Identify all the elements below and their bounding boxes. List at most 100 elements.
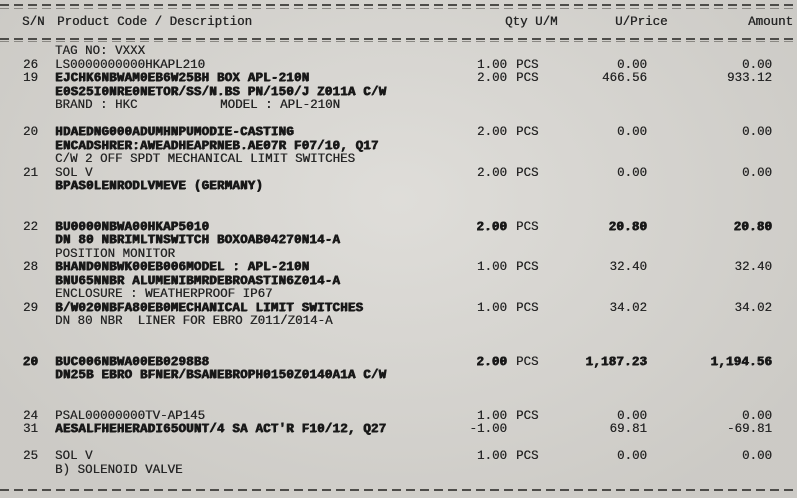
- uom-cell: [507, 234, 547, 248]
- amount-cell: 0.00: [741, 57, 772, 72]
- table-row: 21 SOL V 2.00 PCS 0.00 0.00: [0, 165, 797, 181]
- blank-line: [0, 437, 797, 451]
- uom-cell: PCS: [516, 57, 539, 72]
- qty-cell: [427, 234, 507, 248]
- uom-cell: [507, 45, 547, 59]
- qty-cell: [427, 369, 507, 383]
- header-rule: [0, 38, 797, 40]
- table-row: POSITION MONITOR: [0, 247, 797, 262]
- qty-cell: 2.00: [476, 125, 507, 139]
- sn-cell: [0, 86, 38, 100]
- uom-cell: [507, 315, 547, 329]
- uom-cell: PCS: [516, 165, 539, 180]
- description-cell: PSAL00000000TV-AP145: [55, 408, 206, 423]
- unit-price-cell: 0.00: [616, 165, 647, 180]
- sn-cell: 25: [22, 449, 38, 463]
- qty-cell: 1.00: [476, 300, 507, 315]
- sn-cell: [0, 99, 38, 113]
- description-cell: ENCADSHRER:AWEADHEAPRNEB.AE07R F07/10, Q…: [55, 138, 379, 153]
- sn-cell: [0, 464, 38, 478]
- sn-cell: [0, 275, 38, 289]
- table-row: E0S25I0NRE0NETOR/SS/N.BS PN/150/J Z011A …: [0, 84, 797, 100]
- description-cell: C/W 2 OFF SPDT MECHANICAL LIMIT SWITCHES: [55, 152, 356, 166]
- uom-cell: PCS: [516, 408, 539, 423]
- description-cell: HDAEDNG000ADUMHNPUMODIE-CASTING: [55, 125, 294, 139]
- blank-line: [0, 113, 797, 127]
- qty-cell: [427, 140, 507, 154]
- uom-cell: PCS: [516, 125, 539, 139]
- unit-price-cell: [547, 248, 647, 262]
- unit-price-cell: [547, 99, 647, 113]
- description-cell: BNU65NNBR ALUMENIBMRDEBROASTIN6Z014-A: [55, 273, 340, 288]
- table-row: 25 SOL V 1.00 PCS 0.00 0.00: [0, 449, 797, 464]
- amount-cell: 32.40: [734, 260, 772, 274]
- unit-price-cell: 20.80: [608, 219, 647, 234]
- uom-cell: PCS: [516, 219, 539, 234]
- description-cell: LS0000000000HKAPL210: [55, 57, 206, 72]
- description-cell: SOL V: [55, 165, 93, 180]
- uom-cell: [507, 248, 547, 262]
- qty-cell: [427, 153, 507, 167]
- table-row: C/W 2 OFF SPDT MECHANICAL LIMIT SWITCHES: [0, 152, 797, 167]
- description-cell: TAG NO: VXXX: [55, 44, 146, 58]
- sn-cell: 20: [22, 125, 38, 139]
- sn-cell: 26: [22, 57, 38, 72]
- table-row: 31 AESALFHEHERADI65OUNT/4 SA ACT'R F10/12…: [0, 422, 797, 437]
- amount-cell: [647, 315, 772, 329]
- sn-cell: [0, 140, 38, 154]
- blank-line: [0, 207, 797, 221]
- blank-line: [0, 383, 797, 397]
- amount-cell: [647, 369, 772, 383]
- description-cell: AESALFHEHERADI65OUNT/4 SA ACT'R F10/12, …: [55, 422, 387, 436]
- amount-cell: [647, 99, 772, 113]
- description-cell: B) SOLENOID VALVE: [55, 462, 183, 477]
- sn-cell: 31: [22, 422, 38, 436]
- amount-cell: [647, 275, 772, 289]
- description-cell: E0S25I0NRE0NETOR/SS/N.BS PN/150/J Z011A …: [55, 84, 387, 99]
- amount-cell: 933.12: [726, 71, 772, 85]
- qty-cell: [427, 248, 507, 262]
- sn-cell: 28: [22, 260, 38, 274]
- amount-cell: [647, 248, 772, 262]
- unit-price-cell: [547, 234, 647, 248]
- table-row: BRAND : HKC MODEL : APL-210N: [0, 98, 797, 113]
- description-cell: EJCHK6NBWAM0EB6W25BH BOX APL-210N: [55, 71, 310, 85]
- unit-price-cell: 466.56: [601, 71, 647, 85]
- top-rule: [0, 4, 797, 6]
- qty-cell: -1.00: [469, 422, 507, 436]
- table-row: DN 80 NBR LINER FOR EBRO Z011/Z014-A: [0, 314, 797, 329]
- qty-cell: 2.00: [476, 219, 507, 234]
- table-row: B) SOLENOID VALVE: [0, 462, 797, 478]
- amount-cell: [647, 234, 772, 248]
- amount-cell: [647, 180, 772, 194]
- top-rule-ghost: [0, 8, 797, 9]
- sn-cell: 21: [22, 165, 38, 180]
- sn-cell: [0, 234, 38, 248]
- unit-price-cell: [547, 315, 647, 329]
- column-header-qty-um: Qty U/M: [505, 15, 558, 29]
- qty-cell: [427, 180, 507, 194]
- description-cell: BU0000NBWA00HKAP5010: [55, 219, 210, 234]
- amount-cell: 0.00: [741, 408, 772, 423]
- table-row: DN 80 NBRIMLTNSWITCH BOXOAB04270N14-A: [0, 233, 797, 248]
- line-items-table: TAG NO: VXXX 26 LS0000000000HKAPL210 1.00 PC…: [0, 44, 797, 478]
- qty-cell: 1.00: [476, 260, 507, 274]
- header-rule-ghost: [0, 41, 797, 42]
- bottom-rule: [0, 489, 797, 491]
- unit-price-cell: 0.00: [616, 408, 647, 423]
- unit-price-cell: [547, 288, 647, 302]
- amount-cell: [647, 153, 772, 167]
- amount-cell: -69.81: [726, 422, 772, 436]
- sn-cell: [0, 315, 38, 329]
- uom-cell: [507, 140, 547, 154]
- amount-cell: [647, 140, 772, 154]
- qty-cell: [427, 288, 507, 302]
- uom-cell: PCS: [516, 260, 539, 274]
- sn-cell: 22: [22, 219, 38, 234]
- sn-cell: 20: [22, 354, 38, 369]
- sn-cell: 24: [22, 408, 38, 423]
- table-row: TAG NO: VXXX: [0, 44, 797, 59]
- table-row: 22 BU0000NBWA00HKAP5010 2.00 PCS 20.80 20.80: [0, 219, 797, 235]
- description-cell: BRAND : HKC MODEL : APL-210N: [55, 98, 341, 112]
